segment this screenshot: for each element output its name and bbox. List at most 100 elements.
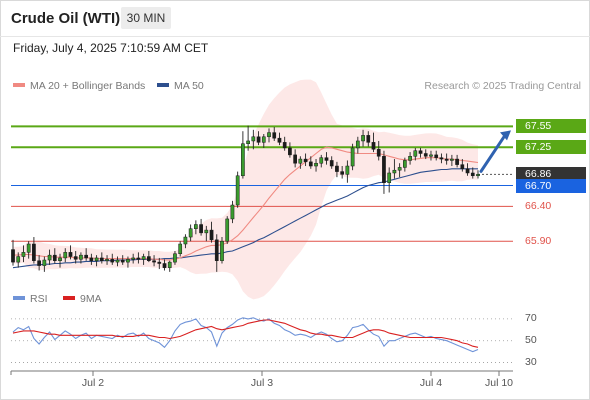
candle	[340, 166, 345, 179]
header: Crude Oil (WTI) 30 MIN	[0, 0, 590, 36]
candle	[73, 250, 78, 264]
candle-body	[355, 140, 360, 149]
candle	[314, 159, 318, 172]
candle-body	[314, 162, 318, 167]
candle-body	[235, 175, 240, 206]
candle	[241, 131, 245, 179]
candle-body	[460, 164, 465, 170]
candle	[199, 218, 203, 236]
candle	[105, 255, 109, 265]
candle-body	[293, 154, 297, 164]
candle-body	[58, 257, 62, 261]
candle	[423, 149, 428, 160]
candle-body	[392, 169, 397, 174]
candle-body	[361, 135, 365, 142]
header-divider	[0, 36, 590, 37]
candle	[115, 256, 120, 267]
candle-body	[350, 147, 355, 167]
legend-9ma: 9MA	[63, 293, 102, 305]
candle-body	[115, 259, 120, 263]
ma50-swatch	[157, 83, 169, 88]
candle	[319, 154, 324, 168]
candle	[455, 154, 459, 168]
candle-body	[251, 136, 256, 142]
candle-body	[450, 158, 454, 161]
candle	[204, 225, 209, 242]
rsi-panel	[11, 317, 513, 363]
candle-body	[319, 157, 324, 164]
candle	[355, 136, 360, 154]
candle	[434, 150, 439, 161]
timestamp: Friday, July 4, 2025 7:10:59 AM CET	[13, 41, 209, 55]
candle-body	[32, 243, 36, 261]
candle-body	[272, 132, 277, 139]
instrument-title: Crude Oil (WTI)	[11, 10, 121, 27]
rsi-9ma-line	[12, 319, 479, 348]
candle	[256, 131, 261, 146]
candle	[194, 220, 198, 235]
candle-body	[267, 132, 271, 138]
candle	[329, 156, 334, 169]
ma50-line	[12, 168, 478, 269]
candle	[470, 167, 475, 179]
candle-body	[16, 256, 21, 263]
candle	[136, 252, 141, 264]
forecast-arrow-head	[500, 130, 511, 141]
x-tick-label: Jul 3	[250, 377, 274, 389]
candle-body	[298, 158, 303, 164]
candle	[429, 150, 433, 161]
legend-rsi: RSI	[13, 293, 48, 305]
bollinger-band-fill	[13, 79, 478, 300]
x-tick-label: Jul 4	[419, 377, 443, 389]
legend-rsi-label: RSI	[30, 293, 48, 305]
candle-body	[73, 256, 78, 260]
candle	[450, 154, 454, 167]
candle	[11, 239, 15, 266]
candle-body	[444, 158, 449, 161]
candle-body	[126, 259, 130, 263]
candle-body	[335, 165, 339, 172]
ma20-swatch	[13, 83, 25, 88]
candle	[267, 128, 271, 143]
candle	[282, 136, 287, 151]
candle	[251, 129, 256, 150]
candle-body	[382, 156, 386, 183]
candle	[79, 252, 83, 264]
legend-ma20-label: MA 20 + Bollinger Bands	[30, 80, 146, 92]
candle-body	[157, 261, 162, 264]
candle	[37, 255, 41, 271]
candle	[335, 161, 339, 178]
candle-body	[63, 252, 68, 259]
candle-body	[162, 263, 167, 268]
candle	[465, 163, 470, 176]
candle-body	[455, 158, 459, 165]
candle-body	[89, 257, 94, 261]
candle	[308, 156, 313, 169]
candle	[361, 129, 365, 147]
candle-body	[120, 259, 125, 263]
candle-body	[261, 136, 266, 143]
candle	[47, 249, 52, 265]
candle-body	[11, 249, 15, 263]
candle	[408, 152, 412, 165]
candle-body	[183, 236, 188, 245]
candle-body	[225, 218, 230, 242]
candle	[16, 252, 21, 268]
candle-body	[277, 137, 282, 143]
level-label-66.86: 66.86	[516, 167, 586, 182]
candle	[167, 260, 172, 272]
legend-ma20: MA 20 + Bollinger Bands	[13, 80, 145, 92]
candle	[141, 253, 146, 265]
candle-body	[476, 174, 480, 177]
candle	[162, 259, 167, 271]
candle	[261, 133, 266, 148]
x-axis	[10, 370, 513, 376]
candle-body	[26, 243, 31, 253]
candle-body	[434, 154, 439, 158]
candle-body	[178, 243, 183, 255]
timeframe-badge[interactable]: 30 MIN	[121, 7, 171, 29]
candle-body	[199, 224, 203, 234]
candle-body	[288, 147, 292, 156]
candle	[173, 250, 177, 265]
